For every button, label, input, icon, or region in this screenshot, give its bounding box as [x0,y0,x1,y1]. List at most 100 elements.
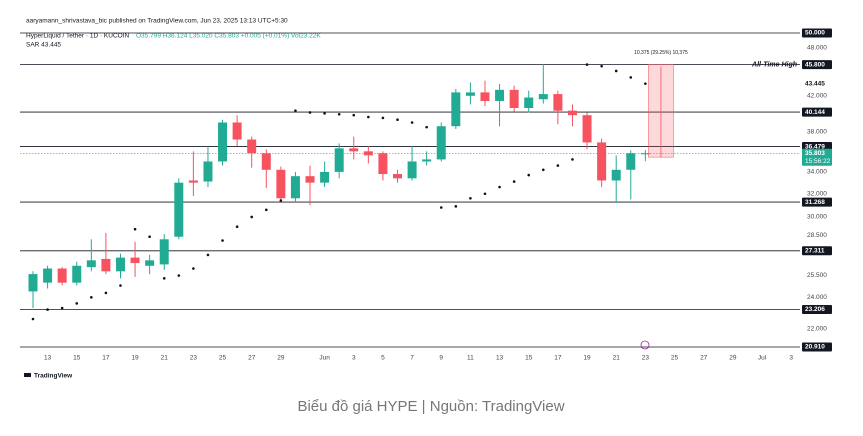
candle-body [159,239,169,265]
candle-body [524,97,534,109]
x-tick-label: Jun [319,355,330,362]
x-tick-label: 3 [352,355,356,362]
sar-dot [483,192,487,196]
level-badge [802,107,832,117]
y-tick-label: 38.000 [807,129,827,136]
candle-body [145,260,155,266]
candle-body [290,176,300,199]
x-tick-label: 9 [439,355,443,362]
candle-body [28,274,38,292]
candle-body [407,161,417,179]
x-tick-label: 19 [583,355,591,362]
level-badge [802,60,832,70]
sar-dot [542,168,545,172]
level-label: 50.000 [805,30,825,37]
x-tick-label: 29 [277,355,285,362]
sar-dot [46,308,49,311]
x-tick-label: 27 [248,355,256,362]
projection-label: 10.375 (29.25%) 10,375 [634,50,688,56]
sar-dot [585,63,589,66]
sar-dot [644,82,647,85]
y-tick-label: 32.000 [807,190,827,197]
candle-body [422,159,432,162]
level-label: 20.910 [805,344,825,351]
x-tick-label: 7 [410,355,414,362]
candle-body [509,89,519,109]
sar-dot [527,173,531,177]
x-tick-label: 17 [554,355,562,362]
logo-icon [24,373,31,377]
candle-body [188,180,198,183]
sar-dot [396,118,399,122]
sar-dot [425,125,428,129]
symbol: HyperLiquid / Tether · 1D · KUCOIN [26,33,129,40]
sar-dot [192,267,195,270]
level-label: 27.311 [805,248,825,255]
candle-body [480,92,490,101]
sar-dot [90,296,93,299]
candle-body [86,260,96,268]
x-tick-label: 13 [44,355,52,362]
sar-dot [294,109,297,112]
sar-label: 43.445 [805,80,825,87]
sar-dot [498,185,501,189]
sar-dot [119,284,122,287]
candle-body [378,153,388,175]
candle-body [495,89,505,101]
sar-dot [148,235,151,239]
level-label: 40.144 [805,109,825,116]
level-badge [802,28,832,38]
level-badge [802,304,832,314]
candle-body [334,148,344,172]
sar-dot [235,225,239,229]
level-note: All-Time High [751,61,797,68]
candle-body [553,94,563,111]
candle-body [247,139,257,154]
sar-dot [323,112,326,115]
x-tick-label: Jul [758,355,767,362]
x-tick-label: 15 [525,355,533,362]
x-tick-label: 21 [613,355,621,362]
sar-dot [308,111,312,114]
sar-dot [629,76,633,79]
countdown: 15:56:22 [805,158,831,165]
sar-dot [454,205,458,208]
sar-dot [556,164,560,167]
sar-dot [133,227,137,231]
sar-dot [60,306,64,310]
ohlc: O35.799 H36.124 L35.020 C35.803 +0.005 (… [136,33,321,40]
x-tick-label: 17 [102,355,110,362]
y-tick-label: 25.500 [807,272,827,279]
candle-body [538,94,548,100]
candle-body [57,268,67,283]
sar-dot [512,180,516,183]
candle-body [465,92,475,96]
candle-body [611,169,621,181]
candle-body [451,92,461,127]
logo: TradingView [24,373,73,380]
candle-body [101,258,111,272]
y-tick-label: 48.000 [807,44,827,51]
current-badge [802,148,832,166]
x-tick-label: 23 [190,355,198,362]
level-badge [802,197,832,207]
sar-dot [410,121,414,124]
y-tick-label: 30.000 [807,214,827,221]
level-label: 36.479 [805,143,825,150]
sar-dot [367,115,370,119]
caption: Biểu đồ giá HYPE | Nguồn: TradingView [297,398,564,415]
candle-body [72,265,82,283]
x-tick-label: 27 [700,355,708,362]
sar-legend: SAR 43.445 [26,42,61,49]
sar-badge [802,79,832,89]
y-tick-label: 28.500 [807,232,827,239]
current-label: 35.803 [805,150,825,157]
x-tick-label: 5 [381,355,385,362]
candle-body [174,182,184,237]
event-icon [640,340,650,350]
level-badge [802,246,832,256]
sar-dot [75,302,79,305]
sar-dot [162,277,166,280]
sar-dot [614,69,618,73]
candle-body [349,148,359,152]
